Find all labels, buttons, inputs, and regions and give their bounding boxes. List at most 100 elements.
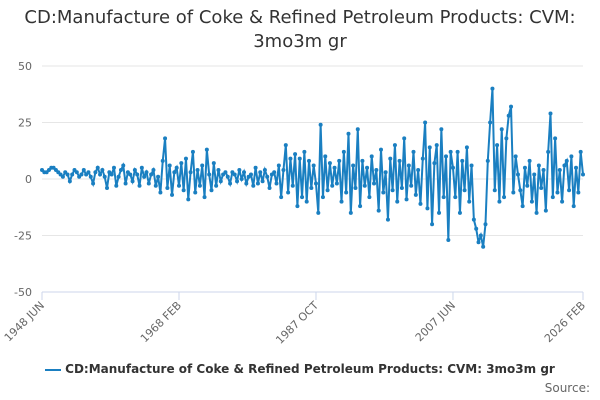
point — [439, 127, 444, 132]
point — [88, 174, 93, 179]
point — [467, 199, 472, 204]
point — [478, 233, 483, 238]
point — [300, 195, 305, 200]
point — [295, 204, 300, 209]
point — [209, 188, 214, 193]
point — [207, 172, 212, 177]
point — [441, 195, 446, 200]
point — [571, 204, 576, 209]
point — [560, 199, 565, 204]
point — [332, 165, 337, 170]
point — [93, 170, 98, 175]
point — [437, 210, 442, 215]
point — [404, 197, 409, 202]
point — [200, 163, 205, 168]
point — [481, 244, 486, 249]
point — [323, 154, 328, 159]
point — [211, 161, 216, 166]
point — [351, 163, 356, 168]
chart-title: CD:Manufacture of Coke & Refined Petrole… — [24, 7, 576, 52]
legend-label: CD:Manufacture of Coke & Refined Petrole… — [65, 362, 555, 376]
point — [248, 172, 253, 177]
point — [137, 183, 142, 188]
point — [313, 181, 318, 186]
point — [70, 172, 75, 177]
point — [109, 172, 114, 177]
point — [469, 163, 474, 168]
point — [105, 186, 110, 191]
point — [151, 167, 156, 172]
point — [448, 149, 453, 154]
point — [427, 145, 432, 150]
point — [190, 149, 195, 154]
point — [186, 197, 191, 202]
point — [520, 204, 525, 209]
point — [276, 163, 281, 168]
point — [543, 208, 548, 213]
point — [235, 179, 240, 184]
point — [485, 158, 490, 163]
point — [274, 181, 279, 186]
point — [67, 179, 72, 184]
point — [172, 170, 177, 175]
point — [399, 186, 404, 191]
point — [374, 167, 379, 172]
point — [344, 190, 349, 195]
point — [121, 163, 126, 168]
y-tick-label: 0 — [25, 173, 32, 186]
point — [118, 167, 123, 172]
point — [455, 149, 460, 154]
point — [272, 170, 277, 175]
point — [488, 120, 493, 125]
point — [406, 163, 411, 168]
point — [255, 181, 260, 186]
point — [176, 183, 181, 188]
point — [509, 104, 514, 109]
point — [128, 172, 133, 177]
point — [525, 183, 530, 188]
point — [304, 199, 309, 204]
point — [502, 195, 507, 200]
point — [432, 161, 437, 166]
point — [81, 167, 86, 172]
point — [279, 195, 284, 200]
point — [309, 186, 314, 191]
point — [534, 210, 539, 215]
point — [302, 149, 307, 154]
point — [142, 174, 147, 179]
point — [251, 183, 256, 188]
point — [216, 167, 221, 172]
point — [144, 170, 149, 175]
point — [513, 154, 518, 159]
point — [581, 172, 585, 177]
point — [450, 165, 455, 170]
point — [418, 201, 423, 206]
point — [367, 195, 372, 200]
point — [334, 181, 339, 186]
point — [320, 195, 325, 200]
point — [95, 165, 100, 170]
point — [416, 167, 421, 172]
point — [567, 188, 572, 193]
point — [188, 170, 193, 175]
point — [492, 188, 497, 193]
point — [495, 143, 500, 148]
point — [132, 167, 137, 172]
point — [232, 172, 237, 177]
x-tick-label: 1948 JUN — [2, 299, 47, 344]
point — [471, 217, 476, 222]
point — [358, 204, 363, 209]
point — [527, 158, 532, 163]
point — [444, 154, 449, 159]
point — [402, 136, 407, 141]
point — [362, 183, 367, 188]
point — [163, 136, 168, 141]
point — [286, 190, 291, 195]
point — [307, 158, 312, 163]
point — [578, 149, 583, 154]
point — [325, 188, 330, 193]
point — [288, 156, 293, 161]
point — [139, 165, 144, 170]
point — [397, 158, 402, 163]
point — [253, 165, 258, 170]
